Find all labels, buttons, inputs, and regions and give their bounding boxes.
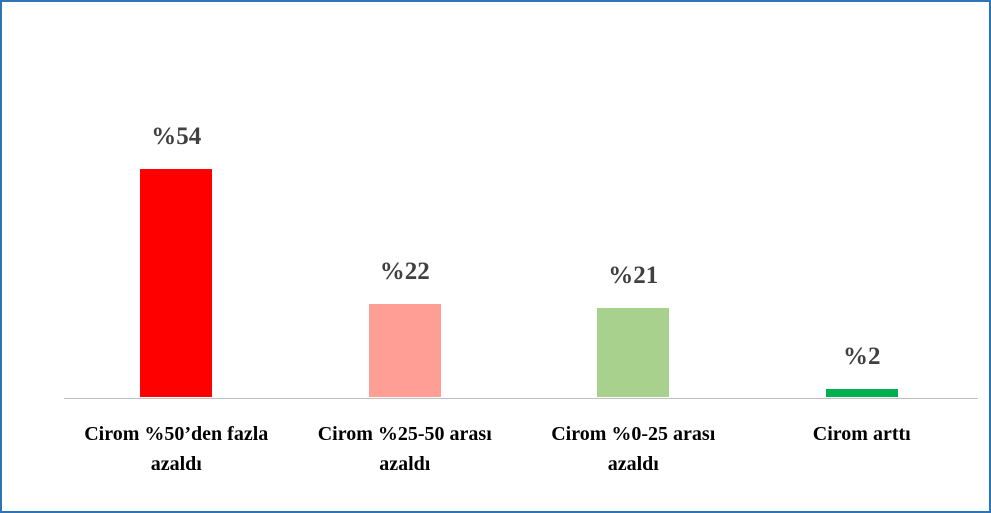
value-label: %21	[608, 262, 659, 290]
bar	[368, 304, 441, 397]
bar	[597, 308, 670, 397]
bar	[140, 169, 213, 397]
value-label: %22	[379, 258, 430, 286]
x-tick-label: Cirom arttı	[812, 423, 911, 445]
value-label: %54	[151, 123, 202, 150]
x-tick-label: Cirom %0-25 arası azaldı	[551, 423, 716, 475]
baseline	[64, 398, 978, 399]
value-label: %2	[843, 342, 881, 370]
bar	[825, 388, 898, 397]
x-tick-label: Cirom %50’den fazla azaldı	[84, 423, 269, 475]
x-tick-label: Cirom %25-50 arası azaldı	[317, 423, 492, 475]
